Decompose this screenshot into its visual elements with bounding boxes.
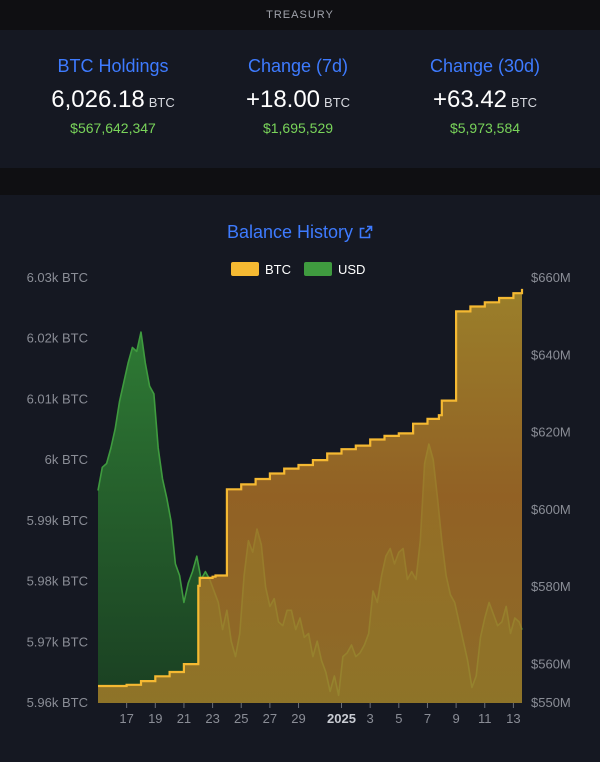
y-left-tick-label: 6.01k BTC xyxy=(27,391,88,406)
x-tick-label: 17 xyxy=(119,711,133,726)
holdings-summary: BTC Holdings 6,026.18 BTC $567,642,347 Ch… xyxy=(0,30,600,168)
stat-value: +63.42 BTC xyxy=(385,86,585,114)
chart-title: Balance History xyxy=(226,222,354,242)
x-tick-label: 7 xyxy=(424,711,431,726)
btc-series-line xyxy=(98,288,524,688)
x-tick-label: 25 xyxy=(234,711,248,726)
stat-title: Change (30d) xyxy=(429,56,541,76)
x-tick-label: 29 xyxy=(291,711,305,726)
external-link-icon[interactable] xyxy=(359,225,373,239)
stat-usd-value: $567,642,347 xyxy=(70,120,156,136)
stat-value-number: 6,026.18 xyxy=(51,86,145,113)
x-tick-label: 21 xyxy=(177,711,191,726)
btc-series-area xyxy=(98,288,522,703)
section-label: TREASURY xyxy=(266,9,334,21)
stat-value: 6,026.18 BTC xyxy=(13,86,213,114)
stat-value-number: +63.42 xyxy=(432,86,508,113)
stat-unit: BTC xyxy=(324,95,351,110)
x-tick-label: 19 xyxy=(148,711,162,726)
x-tick-label: 9 xyxy=(452,711,459,726)
legend-label-usd: USD xyxy=(338,262,365,277)
y-left-tick-label: 5.97k BTC xyxy=(27,634,88,649)
stat-usd-value: $1,695,529 xyxy=(262,120,334,136)
x-tick-label: 11 xyxy=(478,711,492,726)
stat-title: Change (7d) xyxy=(247,56,349,76)
y-right-tick-label: $600M xyxy=(531,502,571,517)
chart-title-link[interactable]: Balance History xyxy=(0,222,600,243)
stat-change-30d: Change (30d) +63.42 BTC $5,973,584 xyxy=(385,30,585,168)
y-left-tick-label: 5.99k BTC xyxy=(27,513,88,528)
x-tick-label: 23 xyxy=(205,711,219,726)
stat-usd-value: $5,973,584 xyxy=(449,120,521,136)
stat-change-7d: Change (7d) +18.00 BTC $1,695,529 xyxy=(198,30,398,168)
x-tick-label: 5 xyxy=(395,711,402,726)
balance-history-chart: BTC USD 6.03k BTC 6.02k BTC 6.01k BTC 6k BTC… xyxy=(27,262,571,726)
y-left-tick-label: 5.98k BTC xyxy=(27,574,88,589)
legend-swatch-usd xyxy=(304,262,332,276)
y-right-tick-label: $640M xyxy=(531,347,571,362)
x-tick-label: 3 xyxy=(367,711,374,726)
legend-swatch-btc xyxy=(231,262,259,276)
stat-unit: BTC xyxy=(511,95,538,110)
y-left-tick-label: 6.03k BTC xyxy=(27,270,88,285)
x-tick-label: 13 xyxy=(506,711,520,726)
x-tick-label: 27 xyxy=(263,711,277,726)
y-left-tick-label: 6.02k BTC xyxy=(27,331,88,346)
stat-btc-holdings: BTC Holdings 6,026.18 BTC $567,642,347 xyxy=(13,30,213,168)
stat-value: +18.00 BTC xyxy=(198,86,398,114)
y-right-tick-label: $620M xyxy=(531,425,571,440)
balance-history-card: Balance History BTC USD 6.03k BTC 6.02k BT… xyxy=(0,195,600,762)
y-right-tick-label: $550M xyxy=(531,695,571,710)
stat-value-number: +18.00 xyxy=(245,86,321,113)
y-right-tick-label: $660M xyxy=(531,270,571,285)
stat-title: BTC Holdings xyxy=(57,56,169,76)
y-right-tick-label: $580M xyxy=(531,579,571,594)
y-left-tick-label: 5.96k BTC xyxy=(27,695,88,710)
x-tick-label: 2025 xyxy=(327,711,356,726)
stat-unit: BTC xyxy=(148,95,175,110)
legend-label-btc: BTC xyxy=(265,262,291,277)
y-left-tick-label: 6k BTC xyxy=(45,452,88,467)
y-right-tick-label: $560M xyxy=(531,656,571,671)
